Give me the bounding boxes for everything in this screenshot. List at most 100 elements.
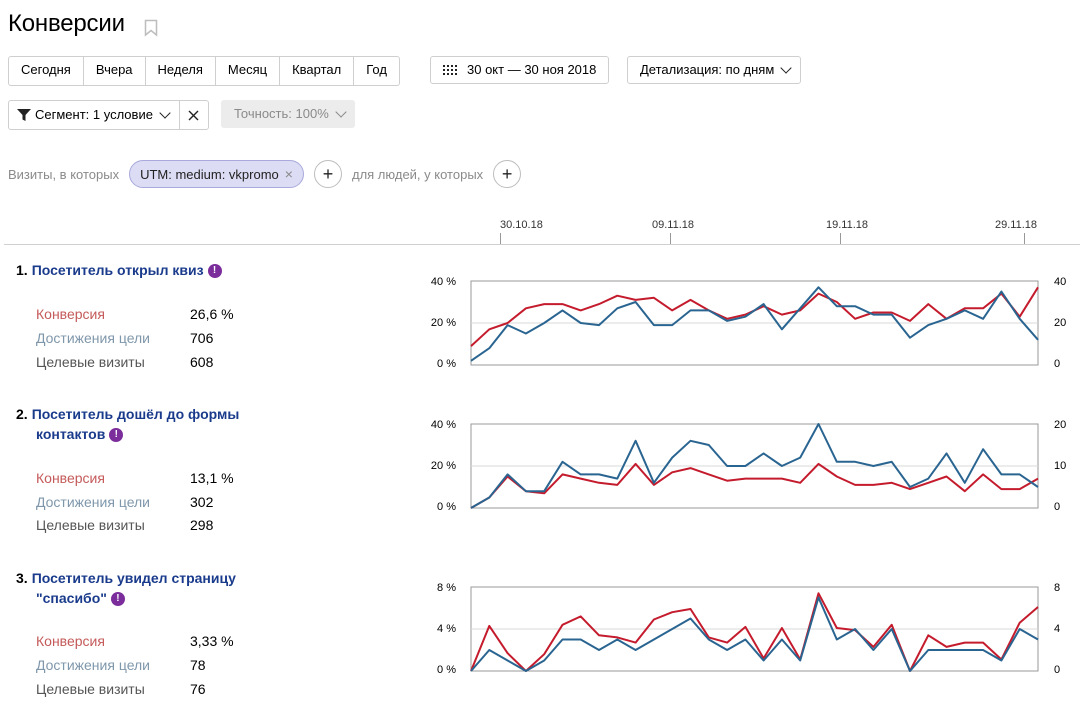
segment-control: Сегмент: 1 условие bbox=[8, 100, 209, 130]
achievements-label: Достижения цели bbox=[36, 657, 151, 673]
visits-condition-label: Визиты, в которых bbox=[8, 166, 120, 182]
y-tick-left: 20 % bbox=[430, 317, 456, 329]
achievements-value: 78 bbox=[190, 657, 206, 673]
goal-title-text: Посетитель увидел страницу bbox=[31, 570, 236, 586]
date-range-button[interactable]: 30 окт — 30 ноя 2018 bbox=[430, 56, 610, 84]
goal-number: 2. bbox=[16, 406, 28, 422]
y-tick-left: 40 % bbox=[430, 419, 456, 431]
period-quarter-button[interactable]: Квартал bbox=[280, 57, 355, 85]
y-tick-right: 4 bbox=[1054, 623, 1061, 635]
conversion-series-line bbox=[470, 592, 1039, 672]
filter-icon bbox=[17, 109, 31, 121]
chevron-down-icon bbox=[780, 61, 792, 74]
goal-title-text: "спасибо" bbox=[36, 590, 107, 606]
y-tick-left: 0 % bbox=[437, 358, 456, 370]
achievements-series-line bbox=[470, 286, 1039, 362]
achievements-series-line bbox=[470, 596, 1039, 672]
visits-value: 608 bbox=[190, 354, 214, 370]
y-tick-left: 4 % bbox=[437, 623, 456, 635]
achievements-label: Достижения цели bbox=[36, 494, 151, 510]
y-tick-left: 20 % bbox=[430, 460, 456, 472]
accuracy-label: Точность: 100% bbox=[234, 106, 329, 121]
info-icon[interactable]: ! bbox=[110, 592, 125, 606]
date-tick-mark bbox=[500, 233, 501, 244]
segment-label: Сегмент: 1 условие bbox=[35, 107, 153, 122]
bookmark-icon[interactable] bbox=[144, 19, 158, 37]
y-tick-right: 20 bbox=[1054, 317, 1067, 329]
add-visit-condition-button[interactable]: + bbox=[313, 160, 342, 188]
conversion-series-line bbox=[470, 462, 1039, 509]
period-yesterday-button[interactable]: Вчера bbox=[84, 57, 146, 85]
period-year-button[interactable]: Год bbox=[366, 62, 387, 77]
page-title: Конверсии bbox=[8, 10, 125, 37]
y-tick-right: 10 bbox=[1054, 460, 1067, 472]
visits-value: 76 bbox=[190, 681, 206, 697]
segment-clear-button[interactable] bbox=[180, 101, 208, 129]
goal-1-chart bbox=[470, 280, 1039, 366]
y-tick-right: 20 bbox=[1054, 419, 1067, 431]
date-tick-mark bbox=[840, 233, 841, 244]
goal-title-text: Посетитель открыл квиз bbox=[31, 262, 204, 278]
y-tick-left: 40 % bbox=[430, 276, 456, 288]
close-icon bbox=[188, 110, 199, 120]
period-selector: Сегодня Вчера Неделя Месяц Квартал Год bbox=[8, 56, 400, 86]
achievements-value: 302 bbox=[190, 494, 214, 510]
y-tick-right: 0 bbox=[1054, 358, 1061, 370]
utm-filter-label: UTM: medium: vkpromo bbox=[140, 166, 279, 182]
goal-3-chart bbox=[470, 586, 1039, 672]
people-condition-label: для людей, у которых bbox=[351, 166, 484, 182]
achievements-series-line bbox=[470, 423, 1039, 509]
visits-label: Целевые визиты bbox=[36, 517, 145, 533]
date-tick-mark bbox=[670, 233, 671, 244]
conversion-label: Конверсия bbox=[36, 633, 105, 649]
goal-title-text: контактов bbox=[36, 426, 106, 442]
conversion-value: 13,1 % bbox=[190, 470, 234, 486]
conversion-label: Конверсия bbox=[36, 306, 105, 322]
info-icon[interactable]: ! bbox=[109, 428, 124, 442]
add-people-condition-button[interactable]: + bbox=[493, 160, 522, 188]
conversion-value: 26,6 % bbox=[190, 306, 234, 322]
visits-label: Целевые визиты bbox=[36, 681, 145, 697]
divider bbox=[4, 244, 1080, 245]
goal-number: 3. bbox=[16, 570, 28, 586]
achievements-value: 706 bbox=[190, 330, 214, 346]
goal-title-text: Посетитель дошёл до формы bbox=[31, 406, 240, 422]
accuracy-dropdown[interactable]: Точность: 100% bbox=[221, 100, 355, 128]
date-tick-mark bbox=[1024, 233, 1025, 244]
period-month-button[interactable]: Месяц bbox=[216, 57, 281, 85]
date-tick-label: 09.11.18 bbox=[652, 219, 695, 231]
y-tick-right: 0 bbox=[1054, 664, 1061, 676]
conversion-value: 3,33 % bbox=[190, 633, 234, 649]
y-tick-right: 0 bbox=[1054, 501, 1061, 513]
y-tick-right: 40 bbox=[1054, 276, 1067, 288]
goal-1-title[interactable]: 1. Посетитель открыл квиз! bbox=[16, 260, 286, 280]
chevron-down-icon bbox=[335, 105, 347, 118]
info-icon[interactable]: ! bbox=[207, 264, 222, 278]
period-today-button[interactable]: Сегодня bbox=[9, 57, 84, 85]
goal-3-title[interactable]: 3. Посетитель увидел страницу "спасибо"! bbox=[16, 568, 286, 608]
y-tick-left: 8 % bbox=[437, 582, 456, 594]
date-range-label: 30 окт — 30 ноя 2018 bbox=[467, 62, 597, 77]
y-tick-right: 8 bbox=[1054, 582, 1061, 594]
segment-filter-row: Визиты, в которых UTM: medium: vkpromo ×… bbox=[8, 160, 522, 188]
conversion-label: Конверсия bbox=[36, 470, 105, 486]
chevron-down-icon bbox=[159, 106, 171, 119]
date-tick-label: 19.11.18 bbox=[826, 219, 869, 231]
visits-value: 298 bbox=[190, 517, 214, 533]
remove-filter-icon[interactable]: × bbox=[284, 166, 293, 182]
date-tick-label: 30.10.18 bbox=[500, 219, 543, 231]
segment-button[interactable]: Сегмент: 1 условие bbox=[9, 101, 180, 129]
goal-number: 1. bbox=[16, 262, 28, 278]
goal-2-title[interactable]: 2. Посетитель дошёл до формы контактов! bbox=[16, 404, 286, 444]
y-tick-left: 0 % bbox=[437, 664, 456, 676]
calendar-icon bbox=[443, 65, 457, 75]
utm-filter-pill[interactable]: UTM: medium: vkpromo × bbox=[129, 160, 304, 188]
goal-2-chart bbox=[470, 423, 1039, 509]
achievements-label: Достижения цели bbox=[36, 330, 151, 346]
visits-label: Целевые визиты bbox=[36, 354, 145, 370]
date-tick-label: 29.11.18 bbox=[995, 219, 1038, 231]
period-week-button[interactable]: Неделя bbox=[146, 57, 216, 85]
y-tick-left: 0 % bbox=[437, 501, 456, 513]
detail-label: Детализация: по дням bbox=[640, 62, 775, 77]
detail-dropdown[interactable]: Детализация: по дням bbox=[627, 56, 802, 84]
